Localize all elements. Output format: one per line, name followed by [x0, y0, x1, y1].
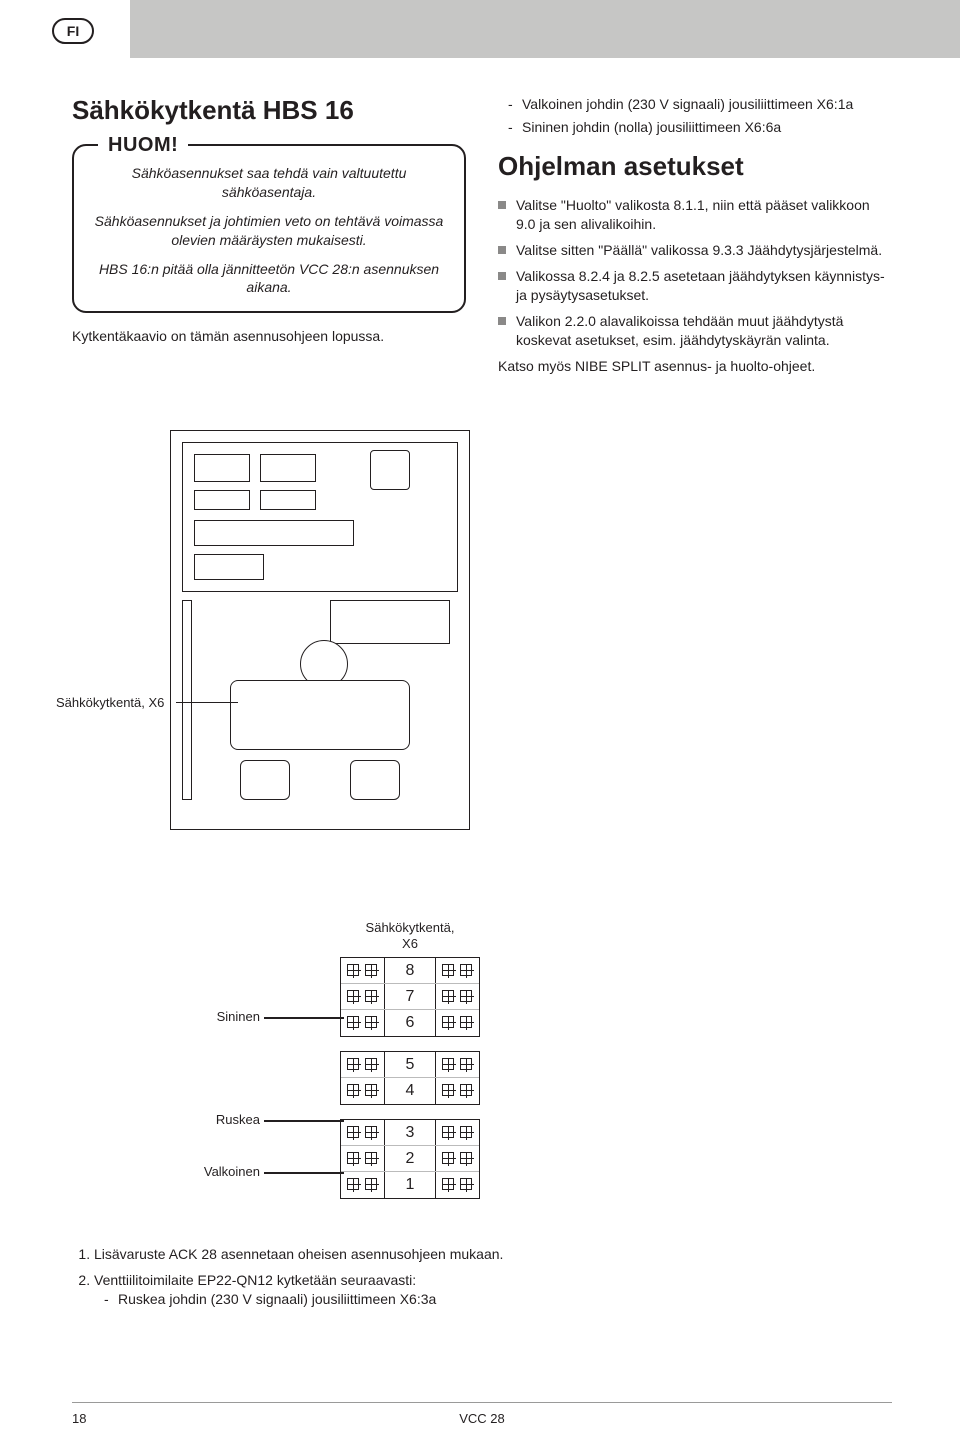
terminal-row: 5: [341, 1052, 479, 1078]
terminal-group: 3 2 1: [340, 1119, 480, 1199]
body-paragraph: Kytkentäkaavio on tämän asennusohjeen lo…: [72, 327, 466, 346]
wire-leader: [264, 1017, 344, 1019]
note-paragraph: Sähköasennukset saa tehdä vain valtuutet…: [88, 164, 450, 202]
device-callout-leader: [176, 702, 238, 703]
footnote-item: Venttiilitoimilaite EP22-QN12 kytketään …: [94, 1271, 892, 1310]
device-schematic: [170, 430, 470, 830]
note-box: HUOM! Sähköasennukset saa tehdä vain val…: [72, 144, 466, 313]
terminal-row: 4: [341, 1078, 479, 1104]
wire-leader: [264, 1120, 344, 1122]
section-heading: Ohjelman asetukset: [498, 151, 892, 182]
dash-list: Valkoinen johdin (230 V signaali) jousil…: [498, 95, 892, 137]
section-heading: Sähkökytkentä HBS 16: [72, 95, 466, 126]
main-content: Sähkökytkentä HBS 16 HUOM! Sähköasennuks…: [72, 95, 892, 386]
note-paragraph: HBS 16:n pitää olla jännitteetön VCC 28:…: [88, 260, 450, 298]
list-item: Valkoinen johdin (230 V signaali) jousil…: [498, 95, 892, 114]
list-item: Valitse "Huolto" valikosta 8.1.1, niin e…: [498, 196, 892, 235]
terminal-row: 3: [341, 1120, 479, 1146]
footnotes: Lisävaruste ACK 28 asennetaan oheisen as…: [72, 1245, 892, 1316]
right-column: Valkoinen johdin (230 V signaali) jousil…: [498, 95, 892, 386]
list-item: Valikossa 8.2.4 ja 8.2.5 asetetaan jäähd…: [498, 267, 892, 306]
terminal-row: 7: [341, 984, 479, 1010]
footnote-subitem: Ruskea johdin (230 V signaali) jousiliit…: [94, 1290, 892, 1310]
terminal-row: 2: [341, 1146, 479, 1172]
left-column: Sähkökytkentä HBS 16 HUOM! Sähköasennuks…: [72, 95, 466, 386]
terminal-group: 5 4: [340, 1051, 480, 1105]
page-number: 18: [72, 1411, 86, 1426]
terminal-group: 8 7 6: [340, 957, 480, 1037]
terminal-row: 1: [341, 1172, 479, 1198]
wire-leader: [264, 1172, 344, 1174]
terminal-row: 6: [341, 1010, 479, 1036]
wire-label-ruskea: Ruskea: [190, 1112, 260, 1127]
footnote-item: Lisävaruste ACK 28 asennetaan oheisen as…: [94, 1245, 892, 1265]
terminal-row: 8: [341, 958, 479, 984]
page-footer: 18 VCC 28: [72, 1402, 892, 1426]
square-bullet-list: Valitse "Huolto" valikosta 8.1.1, niin e…: [498, 196, 892, 351]
list-item: Valitse sitten "Päällä" valikossa 9.3.3 …: [498, 241, 892, 261]
body-paragraph: Katso myös NIBE SPLIT asennus- ja huolto…: [498, 357, 892, 376]
terminal-block-figure: Sähkökytkentä, X6 8 7 6 5 4: [300, 920, 520, 1213]
list-item: Valikon 2.2.0 alavalikoissa tehdään muut…: [498, 312, 892, 351]
terminal-title: Sähkökytkentä, X6: [300, 920, 520, 951]
header-gray-bar: [130, 0, 960, 58]
note-paragraph: Sähköasennukset ja johtimien veto on teh…: [88, 212, 450, 250]
wire-label-sininen: Sininen: [190, 1009, 260, 1024]
list-item: Sininen johdin (nolla) jousiliittimeen X…: [498, 118, 892, 137]
footer-doc-id: VCC 28: [459, 1411, 505, 1426]
note-title: HUOM!: [98, 132, 188, 159]
device-callout-label: Sähkökytkentä, X6: [56, 695, 164, 710]
language-badge: FI: [52, 18, 94, 44]
wire-label-valkoinen: Valkoinen: [190, 1164, 260, 1179]
